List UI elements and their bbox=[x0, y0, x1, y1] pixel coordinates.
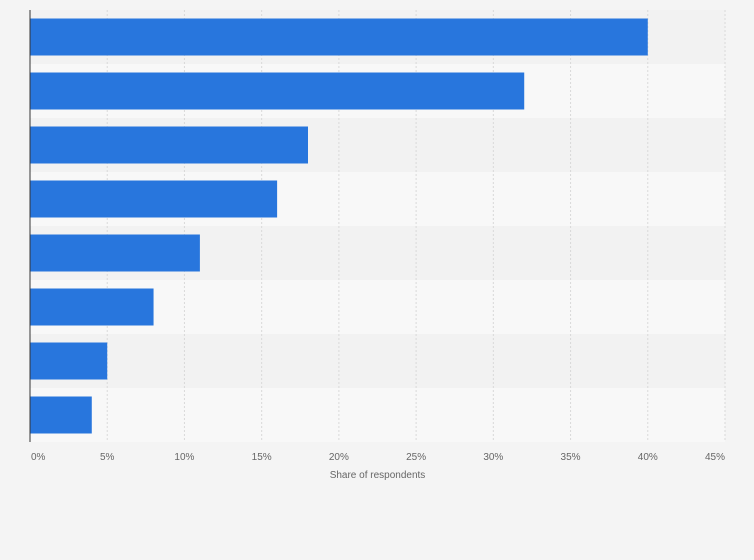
x-tick-label: 20% bbox=[329, 452, 349, 463]
bar bbox=[30, 234, 200, 272]
x-tick-label: 0% bbox=[31, 452, 46, 463]
bar bbox=[30, 396, 92, 434]
row-band bbox=[30, 334, 725, 388]
bar bbox=[30, 126, 308, 164]
x-axis-title: Share of respondents bbox=[330, 470, 426, 481]
bars bbox=[30, 18, 648, 434]
bar bbox=[30, 288, 154, 326]
bar bbox=[30, 180, 278, 218]
x-tick-label: 10% bbox=[174, 452, 194, 463]
x-tick-label: 15% bbox=[252, 452, 272, 463]
bar bbox=[30, 342, 108, 380]
x-tick-label: 5% bbox=[100, 452, 115, 463]
x-tick-label: 35% bbox=[561, 452, 581, 463]
x-tick-labels: 0% 5% 10% 15% 20% 25% 30% 35% 40% 45% bbox=[31, 452, 725, 463]
x-tick-label: 45% bbox=[705, 452, 725, 463]
bar bbox=[30, 18, 648, 56]
bar bbox=[30, 72, 525, 110]
x-tick-label: 25% bbox=[406, 452, 426, 463]
x-tick-label: 30% bbox=[483, 452, 503, 463]
row-band bbox=[30, 388, 725, 442]
x-tick-label: 40% bbox=[638, 452, 658, 463]
